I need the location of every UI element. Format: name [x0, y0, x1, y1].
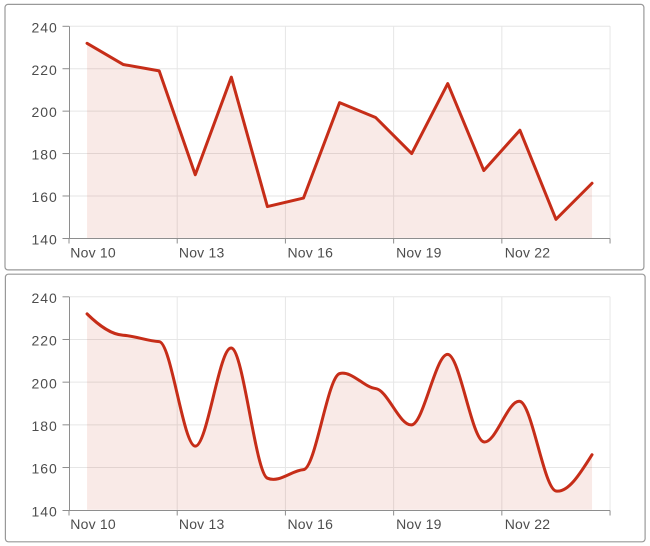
- svg-text:220: 220: [31, 62, 57, 78]
- svg-text:Nov 10: Nov 10: [70, 244, 116, 260]
- svg-text:Nov 10: Nov 10: [70, 516, 116, 532]
- svg-text:Nov 19: Nov 19: [396, 244, 442, 260]
- svg-text:240: 240: [31, 19, 57, 35]
- svg-text:140: 140: [31, 232, 57, 248]
- svg-text:200: 200: [31, 104, 57, 120]
- svg-text:Nov 22: Nov 22: [505, 516, 551, 532]
- svg-text:Nov 22: Nov 22: [505, 244, 551, 260]
- svg-text:180: 180: [31, 418, 57, 434]
- svg-text:240: 240: [31, 290, 57, 306]
- svg-text:Nov 13: Nov 13: [179, 516, 225, 532]
- svg-text:Nov 16: Nov 16: [288, 516, 334, 532]
- svg-text:180: 180: [31, 147, 57, 163]
- svg-text:Nov 16: Nov 16: [288, 244, 334, 260]
- svg-text:160: 160: [31, 189, 57, 205]
- svg-text:Nov 19: Nov 19: [396, 516, 442, 532]
- svg-text:140: 140: [31, 503, 57, 519]
- svg-text:200: 200: [31, 375, 57, 391]
- svg-text:Nov 13: Nov 13: [179, 244, 225, 260]
- svg-text:220: 220: [31, 333, 57, 349]
- svg-text:160: 160: [31, 461, 57, 477]
